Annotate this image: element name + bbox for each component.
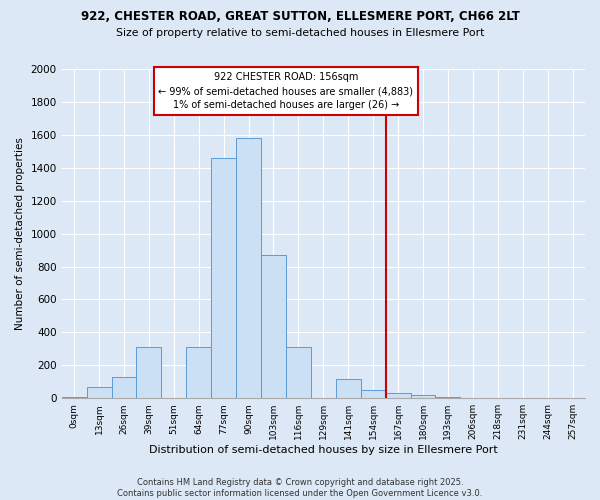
X-axis label: Distribution of semi-detached houses by size in Ellesmere Port: Distribution of semi-detached houses by … xyxy=(149,445,498,455)
Bar xyxy=(136,347,161,398)
Bar xyxy=(261,255,286,398)
Bar xyxy=(112,377,136,398)
Bar xyxy=(361,390,386,398)
Bar xyxy=(236,138,261,398)
Text: 922, CHESTER ROAD, GREAT SUTTON, ELLESMERE PORT, CH66 2LT: 922, CHESTER ROAD, GREAT SUTTON, ELLESME… xyxy=(80,10,520,23)
Text: Size of property relative to semi-detached houses in Ellesmere Port: Size of property relative to semi-detach… xyxy=(116,28,484,38)
Bar xyxy=(211,158,236,398)
Bar xyxy=(286,347,311,398)
Y-axis label: Number of semi-detached properties: Number of semi-detached properties xyxy=(15,137,25,330)
Bar xyxy=(86,386,112,398)
Text: Contains HM Land Registry data © Crown copyright and database right 2025.
Contai: Contains HM Land Registry data © Crown c… xyxy=(118,478,482,498)
Text: 922 CHESTER ROAD: 156sqm
← 99% of semi-detached houses are smaller (4,883)
1% of: 922 CHESTER ROAD: 156sqm ← 99% of semi-d… xyxy=(158,72,413,110)
Bar xyxy=(336,380,361,398)
Bar xyxy=(410,395,436,398)
Bar xyxy=(186,347,211,398)
Bar xyxy=(386,394,410,398)
